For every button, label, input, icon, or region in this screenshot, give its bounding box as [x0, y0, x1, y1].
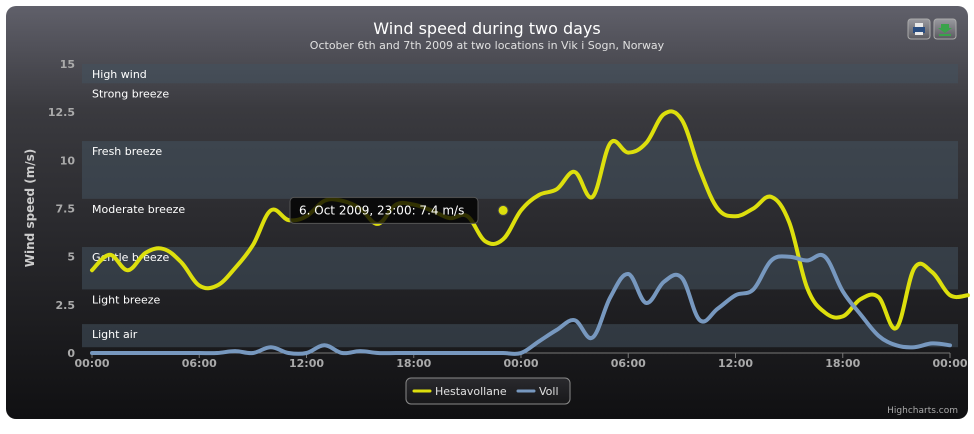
plot-band-light-air [82, 324, 958, 348]
y-tick-label: 5 [67, 251, 75, 264]
legend-item-voll[interactable]: Voll [516, 385, 559, 398]
x-tick-label: 06:00 [182, 357, 217, 370]
printer-icon [913, 23, 925, 35]
legend-label-hestavollane: Hestavollane [435, 385, 507, 398]
y-tick-label: 12.5 [48, 106, 75, 119]
x-tick-label: 18:00 [825, 357, 860, 370]
chart-background [6, 6, 968, 419]
plot-band-fresh-breeze [82, 141, 958, 199]
y-tick-label: 15 [60, 58, 75, 71]
x-tick-label: 00:00 [932, 357, 967, 370]
plot-band-label: Strong breeze [92, 87, 169, 100]
y-axis: 0 2.5 5 7.5 10 12.5 15 [48, 58, 75, 360]
legend-item-hestavollane[interactable]: Hestavollane [412, 385, 507, 398]
chart-subtitle: October 6th and 7th 2009 at two location… [310, 39, 665, 52]
y-tick-label: 7.5 [56, 203, 76, 216]
plot-band-label: Fresh breeze [92, 145, 162, 158]
y-axis-title: Wind speed (m/s) [23, 149, 37, 267]
x-tick-label: 18:00 [396, 357, 431, 370]
hover-marker [497, 204, 509, 216]
plot-band-label: Light breeze [92, 293, 161, 306]
legend: Hestavollane Voll [405, 377, 571, 405]
series-line-hestavollane[interactable] [90, 109, 970, 331]
tooltip-text: 6. Oct 2009, 23:00: 7.4 m/s [299, 203, 464, 217]
plot-band-high-wind [82, 64, 958, 84]
export-button[interactable] [933, 18, 957, 40]
x-tick-label: 06:00 [611, 357, 646, 370]
x-tick-label: 00:00 [503, 357, 538, 370]
x-tick-label: 12:00 [289, 357, 324, 370]
series-line-voll[interactable] [90, 252, 952, 356]
y-tick-label: 10 [60, 154, 76, 167]
plot-band-label: Moderate breeze [92, 203, 185, 216]
y-tick-label: 0 [67, 347, 75, 360]
series-lines [90, 109, 970, 356]
x-tick-label: 00:00 [74, 357, 109, 370]
legend-label-voll: Voll [539, 385, 559, 398]
plot-band-label: High wind [92, 68, 147, 81]
print-button[interactable] [907, 18, 931, 40]
plot-band-label: Light air [92, 328, 138, 341]
tooltip: 6. Oct 2009, 23:00: 7.4 m/s [289, 196, 509, 224]
tooltip-box [289, 196, 479, 224]
download-icon [938, 24, 952, 36]
chart-title: Wind speed during two days [373, 19, 600, 38]
credits-link[interactable]: Highcharts.com [887, 406, 958, 416]
y-tick-label: 2.5 [56, 299, 76, 312]
plot-band-gentle-breeze [82, 247, 958, 290]
x-tick-label: 12:00 [718, 357, 753, 370]
